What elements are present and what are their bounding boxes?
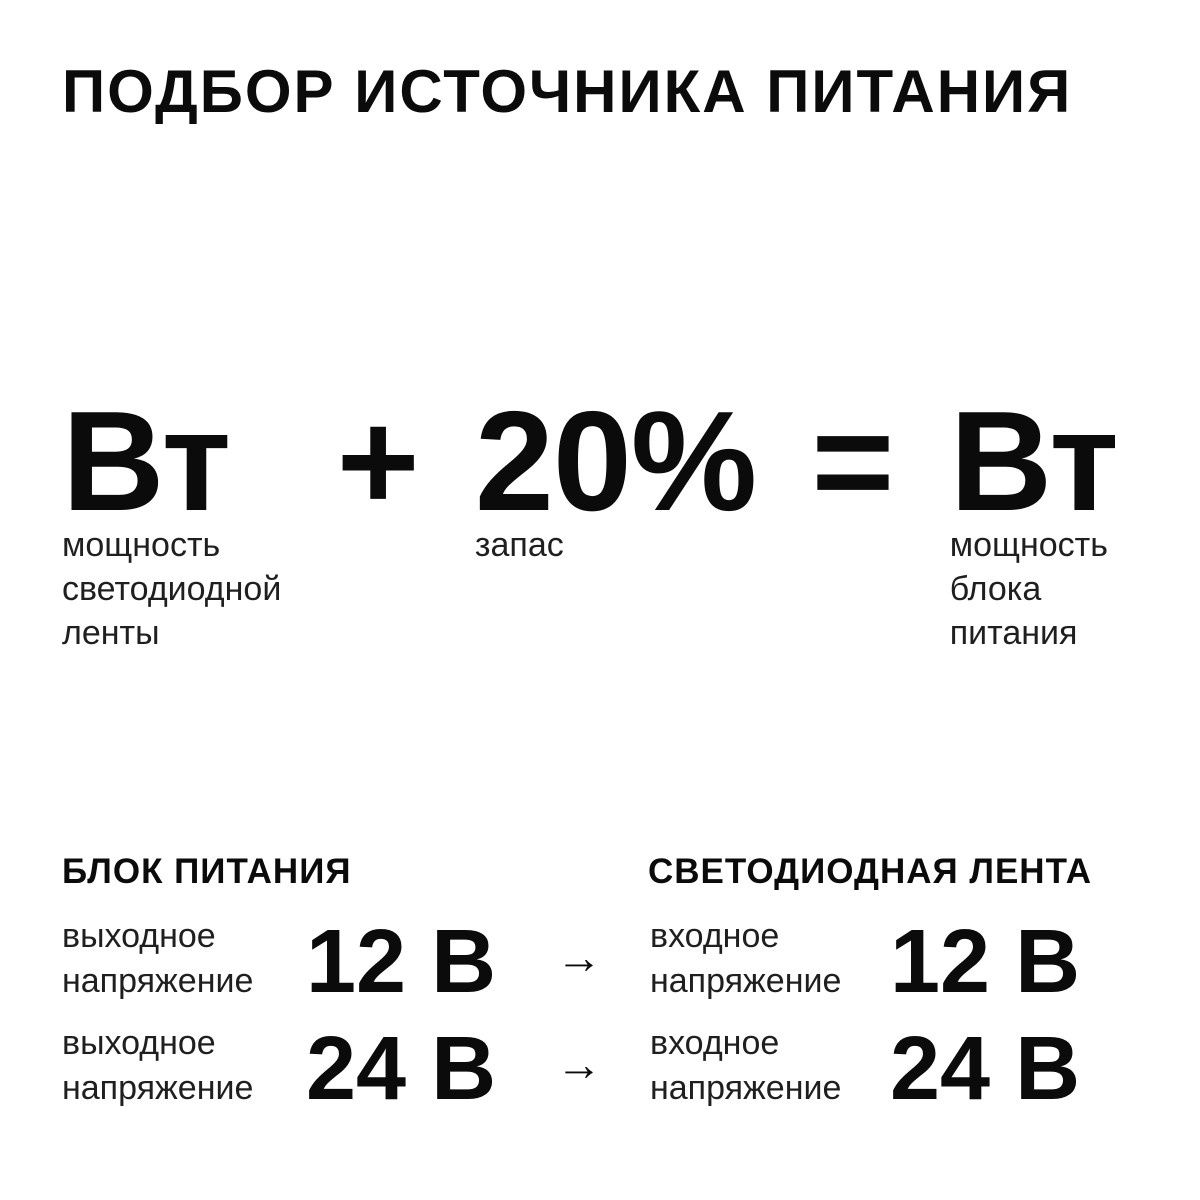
formula-label-reserve: запас [474, 526, 564, 564]
psu-output-voltage-label: выходное напряжение [62, 1024, 254, 1107]
arrow-right-icon: → [556, 931, 602, 983]
psu-output-voltage-value: 12 В [306, 912, 497, 1012]
equals-operator: = [811, 382, 895, 541]
led-strip-section-header: СВЕТОДИОДНАЯ ЛЕНТА [648, 852, 1093, 891]
formula-value-reserve-percent: 20% [474, 382, 757, 541]
plus-operator: + [336, 382, 420, 541]
formula-term-led-power: Вт мощность светодиодной ленты [62, 391, 281, 655]
voltage-row-24v: выходное напряжение 24 В → входное напря… [62, 1019, 1138, 1119]
formula-label-psu-power: мощность блока питания [949, 526, 1108, 652]
formula-label-led-power: мощность светодиодной ленты [62, 526, 282, 652]
led-input-voltage-label: входное напряжение [650, 917, 842, 1000]
formula-value-psu-watts: Вт [949, 382, 1119, 541]
psu-output-voltage-label: выходное напряжение [62, 917, 254, 1000]
page-title: ПОДБОР ИСТОЧНИКА ПИТАНИЯ [62, 58, 1073, 125]
arrow-right-icon: → [556, 1038, 602, 1090]
psu-section-header: БЛОК ПИТАНИЯ [62, 852, 352, 891]
led-input-voltage-value: 24 В [890, 1019, 1081, 1119]
led-input-voltage-value: 12 В [890, 912, 1081, 1012]
formula-term-psu-power: Вт мощность блока питания [949, 382, 1119, 655]
formula-value-led-watts: Вт [62, 382, 231, 541]
led-input-voltage-label: входное напряжение [650, 1024, 842, 1107]
voltage-row-12v: выходное напряжение 12 В → входное напря… [62, 912, 1138, 1012]
psu-output-voltage-value: 24 В [306, 1019, 497, 1119]
power-formula: Вт мощность светодиодной ленты + 20% зап… [62, 382, 1119, 655]
formula-term-reserve: 20% запас [474, 382, 757, 567]
